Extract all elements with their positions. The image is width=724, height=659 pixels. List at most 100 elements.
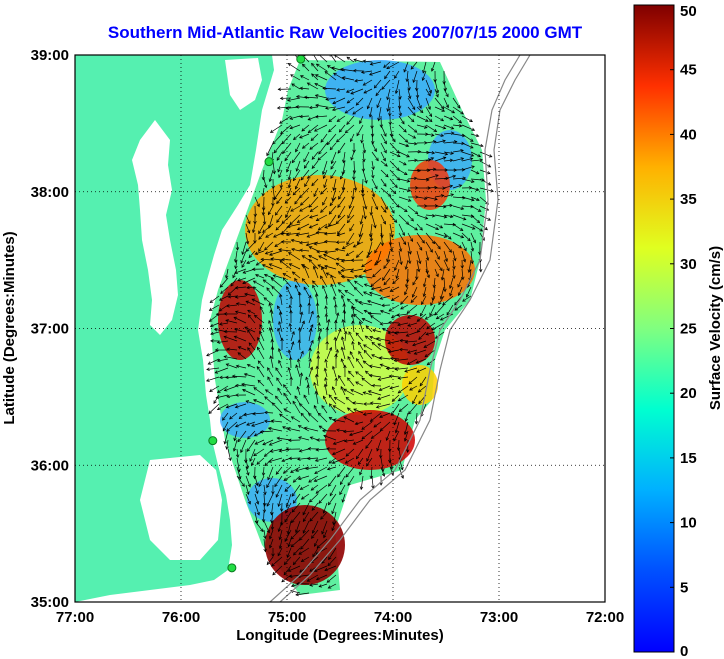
- velocity-arrow: [406, 70, 409, 82]
- velocity-arrow-head: [279, 185, 283, 189]
- velocity-arrow: [232, 375, 247, 378]
- velocity-arrow-head: [384, 75, 388, 80]
- velocity-arrow: [362, 151, 365, 162]
- velocity-arrow-head: [394, 331, 398, 335]
- velocity-arrow-head: [316, 350, 320, 354]
- velocity-arrow-head: [452, 222, 457, 227]
- velocity-arrow: [405, 340, 418, 343]
- velocity-arrow-head: [270, 526, 275, 531]
- velocity-arrow-head: [379, 455, 383, 459]
- velocity-arrow-head: [281, 220, 286, 225]
- velocity-arrow: [327, 466, 337, 470]
- velocity-arrow-head: [426, 361, 431, 366]
- velocity-arrow: [380, 160, 388, 167]
- velocity-arrow-head: [289, 116, 294, 120]
- velocity-arrow-head: [214, 348, 219, 352]
- velocity-arrow: [279, 260, 292, 270]
- velocity-arrow-head: [233, 316, 238, 320]
- velocity-arrow-head: [379, 309, 384, 314]
- velocity-arrow: [280, 178, 283, 188]
- velocity-arrow: [298, 547, 310, 555]
- velocity-arrow-head: [379, 363, 384, 367]
- velocity-arrow: [254, 250, 265, 255]
- velocity-arrow: [314, 124, 328, 132]
- velocity-arrow-head: [362, 59, 367, 64]
- velocity-arrow: [405, 259, 409, 270]
- velocity-arrow-head: [255, 482, 259, 487]
- velocity-arrow-head: [291, 271, 296, 275]
- velocity-arrow-head: [279, 120, 283, 124]
- velocity-arrow-head: [247, 229, 251, 234]
- velocity-arrow-head: [291, 519, 295, 524]
- velocity-arrow-head: [317, 335, 322, 340]
- velocity-arrow-head: [396, 177, 401, 181]
- velocity-arrow: [342, 77, 355, 81]
- velocity-arrow-head: [295, 148, 299, 153]
- velocity-arrow: [330, 160, 337, 170]
- velocity-arrow-head: [425, 118, 429, 122]
- velocity-arrow-head: [266, 287, 270, 291]
- velocity-arrow-head: [388, 320, 392, 325]
- velocity-arrow: [314, 538, 319, 547]
- velocity-arrow-head: [287, 98, 291, 102]
- velocity-arrow-head: [267, 225, 272, 229]
- velocity-arrow-head: [323, 383, 328, 388]
- velocity-arrow-head: [353, 58, 357, 62]
- velocity-arrow-head: [462, 217, 467, 221]
- velocity-arrow-head: [375, 337, 380, 341]
- velocity-arrow: [338, 187, 346, 200]
- velocity-arrow: [263, 214, 266, 225]
- velocity-arrow-head: [460, 157, 465, 161]
- velocity-arrow: [316, 574, 328, 580]
- velocity-arrow-head: [308, 246, 313, 250]
- velocity-arrow-head: [285, 447, 289, 451]
- velocity-arrow: [376, 250, 382, 264]
- velocity-arrow-head: [285, 232, 290, 237]
- velocity-arrow: [315, 74, 328, 81]
- velocity-arrow: [443, 241, 452, 253]
- velocity-arrow-head: [365, 325, 370, 329]
- velocity-arrow-head: [252, 280, 257, 284]
- velocity-arrow: [407, 214, 414, 222]
- velocity-arrow: [284, 511, 292, 523]
- velocity-arrow: [376, 439, 382, 452]
- velocity-arrow-head: [252, 286, 257, 291]
- velocity-arrow-head: [334, 319, 338, 324]
- velocity-arrow-head: [362, 149, 367, 154]
- velocity-arrow: [466, 286, 472, 298]
- velocity-arrow-head: [251, 229, 256, 234]
- velocity-arrow: [315, 484, 328, 494]
- velocity-arrow: [347, 97, 355, 104]
- velocity-arrow: [398, 115, 405, 125]
- velocity-arrow: [247, 309, 256, 315]
- velocity-arrow-head: [449, 292, 453, 297]
- velocity-arrow-head: [445, 176, 449, 181]
- velocity-arrow-head: [355, 332, 360, 336]
- velocity-arrow-head: [328, 416, 333, 421]
- velocity-arrow-head: [300, 558, 305, 562]
- velocity-arrow: [262, 466, 265, 476]
- velocity-arrow-head: [300, 176, 305, 181]
- velocity-arrow-head: [314, 470, 318, 474]
- velocity-arrow: [283, 393, 292, 405]
- velocity-arrow-head: [324, 225, 328, 229]
- velocity-arrow-head: [446, 267, 450, 272]
- velocity-arrow: [293, 556, 301, 565]
- velocity-arrow-head: [449, 117, 454, 121]
- velocity-arrow: [370, 232, 373, 242]
- velocity-arrow: [318, 493, 328, 504]
- velocity-arrow-head: [387, 331, 391, 335]
- velocity-arrow: [236, 457, 240, 472]
- velocity-arrow: [398, 250, 402, 265]
- velocity-arrow: [291, 484, 301, 497]
- velocity-arrow-head: [397, 398, 402, 402]
- velocity-arrow-head: [286, 224, 291, 229]
- velocity-arrow-head: [406, 179, 411, 183]
- velocity-arrow: [284, 556, 292, 565]
- velocity-arrow-head: [334, 247, 339, 252]
- velocity-arrow-head: [288, 574, 293, 578]
- velocity-arrow: [263, 538, 266, 552]
- velocity-arrow-head: [290, 208, 294, 212]
- velocity-arrow: [362, 169, 367, 184]
- velocity-arrow: [407, 177, 417, 180]
